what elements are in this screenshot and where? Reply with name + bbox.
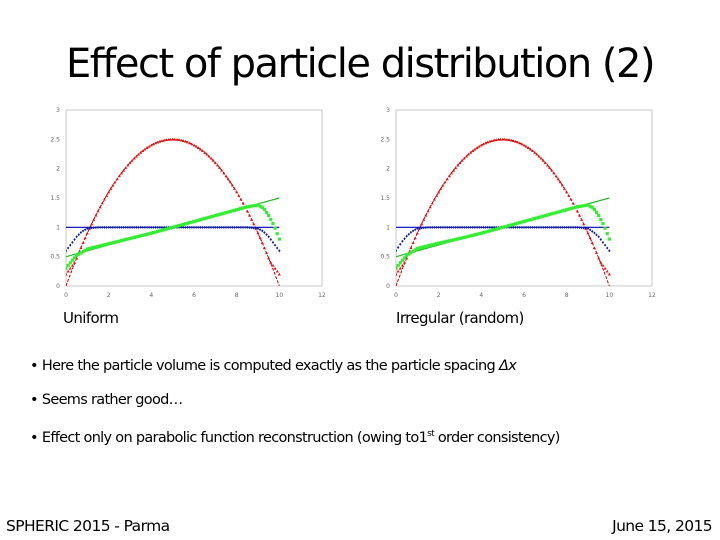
- bullet-text-after: order consistency): [433, 429, 561, 446]
- x-tick-label: 4: [149, 292, 153, 299]
- y-tick-label: 0.5: [380, 254, 390, 261]
- bullet-item: • Seems rather good…: [30, 391, 710, 425]
- x-tick-label: 10: [606, 292, 614, 299]
- series-markers: [66, 203, 281, 270]
- chart-irregular: 0 0.5 1 1.5 2 2.5 3 0 2 4 6 8 10 12: [380, 100, 670, 305]
- bullet-item: • Here the particle volume is computed ex…: [30, 357, 710, 391]
- series-markers: [66, 137, 281, 276]
- bullet-dot: •: [30, 358, 39, 374]
- x-tick-label: 0: [64, 292, 68, 299]
- bullet-item: • Effect only on parabolic function recon…: [30, 425, 710, 459]
- chart-svg: 0 0.5 1 1.5 2 2.5 3 0 2 4 6 8 10 12: [50, 107, 326, 299]
- x-tick-label: 8: [565, 292, 569, 299]
- slide-title: Effect of particle distribution (2): [65, 41, 656, 87]
- bullet-dot: •: [30, 429, 39, 446]
- plot-area: [65, 109, 323, 287]
- math-delta-x: Δx: [498, 358, 517, 374]
- caption-uniform: Uniform: [63, 309, 119, 327]
- y-tick-label: 1: [386, 224, 390, 231]
- x-tick-label: 6: [522, 292, 526, 299]
- y-tick-label: 0: [386, 283, 390, 290]
- x-tick-label: 12: [648, 292, 656, 299]
- y-tick-label: 1.5: [380, 195, 390, 202]
- y-tick-label: 2.5: [380, 136, 390, 143]
- chart-svg: 0 0.5 1 1.5 2 2.5 3 0 2 4 6 8 10 12: [380, 107, 656, 299]
- x-tick-label: 2: [107, 292, 111, 299]
- chart-uniform: 0 0.5 1 1.5 2 2.5 3 0 2 4 6 8 10 12: [50, 100, 340, 305]
- y-tick-label: 0: [56, 283, 60, 290]
- bullet-text: Effect only on parabolic function recons…: [41, 429, 428, 446]
- footer-event: SPHERIC 2015 - Parma: [6, 517, 170, 535]
- bullet-list: • Here the particle volume is computed ex…: [30, 357, 710, 459]
- y-tick-label: 3: [386, 107, 390, 114]
- x-tick-label: 2: [437, 292, 441, 299]
- y-tick-label: 2.5: [50, 136, 60, 143]
- y-tick-label: 3: [56, 107, 60, 114]
- caption-irregular: Irregular (random): [396, 309, 524, 327]
- bullet-text: Here the particle volume is computed exa…: [41, 358, 499, 374]
- x-tick-label: 4: [479, 292, 483, 299]
- y-tick-label: 2: [56, 166, 60, 173]
- x-tick-label: 8: [235, 292, 239, 299]
- series-markers: [396, 203, 611, 270]
- y-tick-label: 2: [386, 166, 390, 173]
- y-tick-label: 1: [56, 224, 60, 231]
- plot-area: [395, 109, 653, 287]
- footer-date: June 15, 2015: [612, 517, 713, 535]
- x-tick-label: 0: [394, 292, 398, 299]
- bullet-text: Seems rather good…: [41, 392, 183, 408]
- superscript: st: [427, 429, 435, 439]
- x-tick-label: 6: [192, 292, 196, 299]
- y-tick-label: 0.5: [50, 254, 60, 261]
- bullet-dot: •: [30, 392, 39, 408]
- x-tick-label: 10: [276, 292, 284, 299]
- y-tick-label: 1.5: [50, 195, 60, 202]
- x-tick-label: 12: [318, 292, 326, 299]
